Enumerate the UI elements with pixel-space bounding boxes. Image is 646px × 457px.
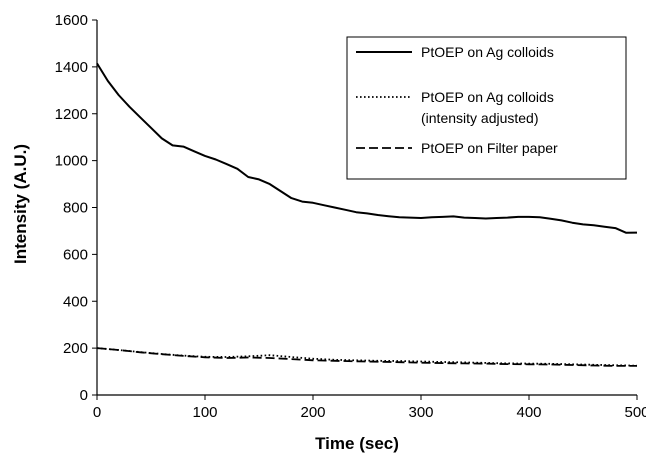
legend-label-1: PtOEP on Ag colloids <box>421 44 554 60</box>
legend-label-3: PtOEP on Filter paper <box>421 140 558 156</box>
y-axis-title: Intensity (A.U.) <box>11 144 30 264</box>
x-tick-label: 100 <box>192 404 217 421</box>
x-tick-label: 300 <box>408 404 433 421</box>
y-tick-label: 1600 <box>55 12 88 29</box>
x-axis-title: Time (sec) <box>315 434 399 453</box>
legend-label-2: PtOEP on Ag colloids <box>421 89 554 105</box>
x-tick-label: 400 <box>516 404 541 421</box>
y-tick-label: 400 <box>63 293 88 310</box>
series-line-1 <box>96 62 638 234</box>
y-tick-label: 0 <box>80 387 88 404</box>
legend: PtOEP on Ag colloids PtOEP on Ag colloids… <box>346 36 627 180</box>
x-tick-label: 0 <box>93 404 101 421</box>
x-tick-label: 200 <box>300 404 325 421</box>
legend-label-2: (intensity adjusted) <box>421 110 539 126</box>
series-layer <box>96 62 638 367</box>
series-line-3 <box>96 347 637 367</box>
y-tick-label: 600 <box>63 246 88 263</box>
axes-layer: 0 200 400 600 800 1000 1200 1400 1600 0 100 200 300 4… <box>55 12 646 421</box>
y-tick-label: 200 <box>63 340 88 357</box>
y-tick-label: 1400 <box>55 59 88 76</box>
x-tick-label: 500 <box>624 404 646 421</box>
y-tick-label: 800 <box>63 200 88 217</box>
y-tick-label: 1200 <box>55 106 88 123</box>
y-tick-label: 1000 <box>55 153 88 170</box>
legend-box <box>346 36 627 180</box>
